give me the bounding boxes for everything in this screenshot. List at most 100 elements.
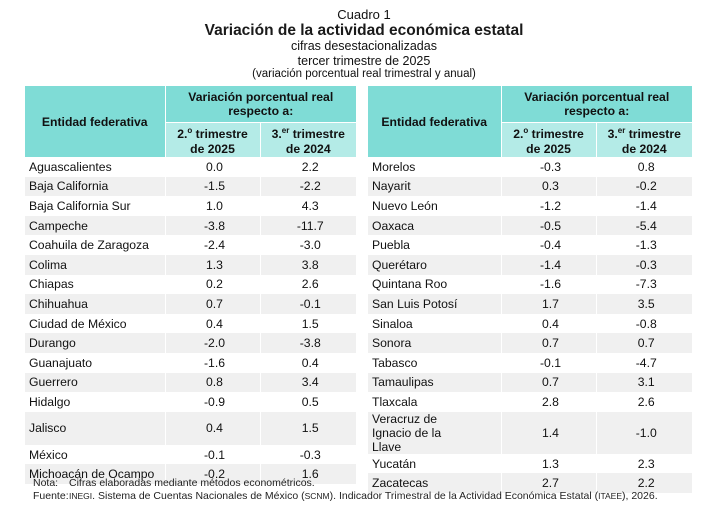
entity-cell: Zacatecas bbox=[368, 473, 501, 493]
entity-cell: San Luis Potosí bbox=[368, 294, 501, 314]
entity-cell: Chihuahua bbox=[25, 294, 165, 314]
table-period: tercer trimestre de 2025 bbox=[297, 53, 431, 68]
entity-cell: Tamaulipas bbox=[368, 372, 501, 393]
q2-2025-cell: 1.7 bbox=[500, 294, 596, 314]
entity-cell: Jalisco bbox=[25, 411, 165, 445]
q3-2024-cell: 1.6 bbox=[259, 464, 356, 484]
q3-2024-cell: -0.2 bbox=[595, 176, 692, 197]
q2-2025-cell: -1.2 bbox=[500, 196, 596, 216]
entity-cell: México bbox=[29, 447, 68, 462]
q3-2024-cell: -1.0 bbox=[595, 411, 692, 454]
entity-cell: Tlaxcala bbox=[372, 394, 418, 409]
q3-2024-cell: 2.2 bbox=[259, 157, 356, 177]
table-row: Hidalgo -0.9 0.5 bbox=[25, 392, 356, 412]
table-row: Morelos -0.3 0.8 bbox=[368, 157, 692, 177]
q3-2024-cell: 2.6 bbox=[595, 392, 692, 412]
q2-2025-cell: -0.3 bbox=[500, 157, 596, 177]
table-row: Zacatecas 2.7 2.2 bbox=[368, 473, 692, 493]
entity-cell: Baja California Sur bbox=[29, 198, 131, 213]
entity-cell: Aguascalientes bbox=[29, 159, 112, 174]
q3-2024-cell: -1.4 bbox=[595, 196, 692, 216]
q3-2024-cell: -0.8 bbox=[595, 313, 692, 334]
table-row: Campeche -3.8 -11.7 bbox=[25, 215, 356, 236]
q3-2024-cell: -1.3 bbox=[595, 235, 692, 255]
q3-2024-cell: -0.1 bbox=[259, 294, 356, 314]
right-table: Entidad federativa Variación porcentual … bbox=[368, 86, 692, 493]
table-number: Cuadro 1 bbox=[337, 7, 391, 22]
header-q3-2024: 3.er trimestre de 2024 bbox=[259, 122, 356, 157]
q2-2025-cell: -0.1 bbox=[500, 352, 596, 373]
table-row: Coahuila de Zaragoza -2.4 -3.0 bbox=[25, 235, 356, 255]
table-row: Chihuahua 0.7 -0.1 bbox=[25, 294, 356, 314]
header-q2-2025: 2.o trimestre de 2025 bbox=[500, 122, 596, 157]
footnote: Nota: Cifras elaboradas mediante métodos … bbox=[33, 477, 315, 489]
table-row: Baja California -1.5 -2.2 bbox=[25, 176, 356, 197]
q3-2024-cell: -11.7 bbox=[259, 215, 356, 236]
q2-2025-cell: 0.7 bbox=[500, 333, 596, 353]
q3-2024-cell: 0.7 bbox=[595, 333, 692, 353]
q3-2024-cell: -0.3 bbox=[595, 254, 692, 275]
table-row: Ciudad de México 0.4 1.5 bbox=[25, 313, 356, 334]
entity-cell: Campeche bbox=[25, 215, 165, 236]
entity-cell: Veracruz de Ignacio de la Llave bbox=[368, 411, 501, 454]
q2-2025-cell: 0.4 bbox=[500, 313, 596, 334]
entity-cell: Puebla bbox=[372, 238, 410, 253]
header-variation-group: Variación porcentual real respecto a: bbox=[500, 86, 692, 123]
table-row: Puebla -0.4 -1.3 bbox=[368, 235, 692, 255]
q2-2025-cell: -2.0 bbox=[164, 333, 260, 353]
q2-2025-cell: 0.7 bbox=[500, 372, 596, 393]
left-table: Entidad federativa Variación porcentual … bbox=[25, 86, 356, 484]
entity-cell: Hidalgo bbox=[29, 394, 71, 409]
entity-cell: Tabasco bbox=[372, 355, 418, 370]
q2-2025-cell: 2.7 bbox=[500, 473, 596, 493]
table-subtitle: cifras desestacionalizadas bbox=[291, 39, 437, 53]
header-q2-2025: 2.o trimestre de 2025 bbox=[164, 122, 260, 157]
header-entity: Entidad federativa bbox=[25, 86, 165, 157]
table-row: Jalisco 0.4 1.5 bbox=[25, 411, 356, 445]
table-row: Durango -2.0 -3.8 bbox=[25, 333, 356, 353]
q2-2025-cell: 1.3 bbox=[500, 453, 596, 474]
table-row: Nuevo León -1.2 -1.4 bbox=[368, 196, 692, 216]
q2-2025-cell: -1.6 bbox=[164, 352, 260, 373]
table-row: Veracruz de Ignacio de la Llave 1.4 -1.0 bbox=[368, 411, 692, 454]
entity-cell: Querétaro bbox=[368, 254, 501, 275]
q3-2024-cell: -3.0 bbox=[259, 235, 356, 255]
q2-2025-cell: 2.8 bbox=[500, 392, 596, 412]
table-title: Variación de la actividad económica esta… bbox=[204, 22, 524, 39]
q2-2025-cell: -1.6 bbox=[500, 274, 596, 295]
source-line: Fuente:INEGI. Sistema de Cuentas Naciona… bbox=[33, 489, 658, 502]
table-row: Quintana Roo -1.6 -7.3 bbox=[368, 274, 692, 295]
entity-cell: Quintana Roo bbox=[372, 277, 448, 292]
table-units: (variación porcentual real trimestral y … bbox=[252, 68, 476, 80]
q3-2024-cell: 0.4 bbox=[259, 352, 356, 373]
table-row: Aguascalientes 0.0 2.2 bbox=[25, 157, 356, 177]
q3-2024-cell: 2.3 bbox=[595, 453, 692, 474]
entity-cell: Colima bbox=[25, 254, 165, 275]
q3-2024-cell: 0.5 bbox=[259, 392, 356, 412]
q3-2024-cell: 1.5 bbox=[259, 313, 356, 334]
entity-cell: Coahuila de Zaragoza bbox=[29, 238, 149, 253]
table-row: Guanajuato -1.6 0.4 bbox=[25, 352, 356, 373]
table-row: Yucatán 1.3 2.3 bbox=[368, 453, 692, 474]
table-footer: Nota: Cifras elaboradas mediante métodos … bbox=[33, 477, 658, 502]
entity-cell: Oaxaca bbox=[368, 215, 501, 236]
q3-2024-cell: -7.3 bbox=[595, 274, 692, 295]
q2-2025-cell: 0.7 bbox=[164, 294, 260, 314]
header-variation-group: Variación porcentual real respecto a: bbox=[164, 86, 356, 123]
q3-2024-cell: 1.5 bbox=[259, 411, 356, 445]
q2-2025-cell: -1.4 bbox=[500, 254, 596, 275]
q3-2024-cell: -0.3 bbox=[259, 444, 356, 465]
q2-2025-cell: 0.2 bbox=[164, 274, 260, 295]
q3-2024-cell: -5.4 bbox=[595, 215, 692, 236]
entity-cell: Yucatán bbox=[372, 456, 417, 471]
q2-2025-cell: 0.3 bbox=[500, 176, 596, 197]
entity-cell: Nuevo León bbox=[372, 198, 438, 213]
entity-cell: Sinaloa bbox=[372, 316, 413, 331]
q3-2024-cell: -2.2 bbox=[259, 176, 356, 197]
q2-2025-cell: -2.4 bbox=[164, 235, 260, 255]
q2-2025-cell: 0.0 bbox=[164, 157, 260, 177]
entity-cell: Chiapas bbox=[29, 277, 74, 292]
table-row: Querétaro -1.4 -0.3 bbox=[368, 254, 692, 275]
header-q3-2024: 3.er trimestre de 2024 bbox=[595, 122, 692, 157]
q3-2024-cell: 3.8 bbox=[259, 254, 356, 275]
